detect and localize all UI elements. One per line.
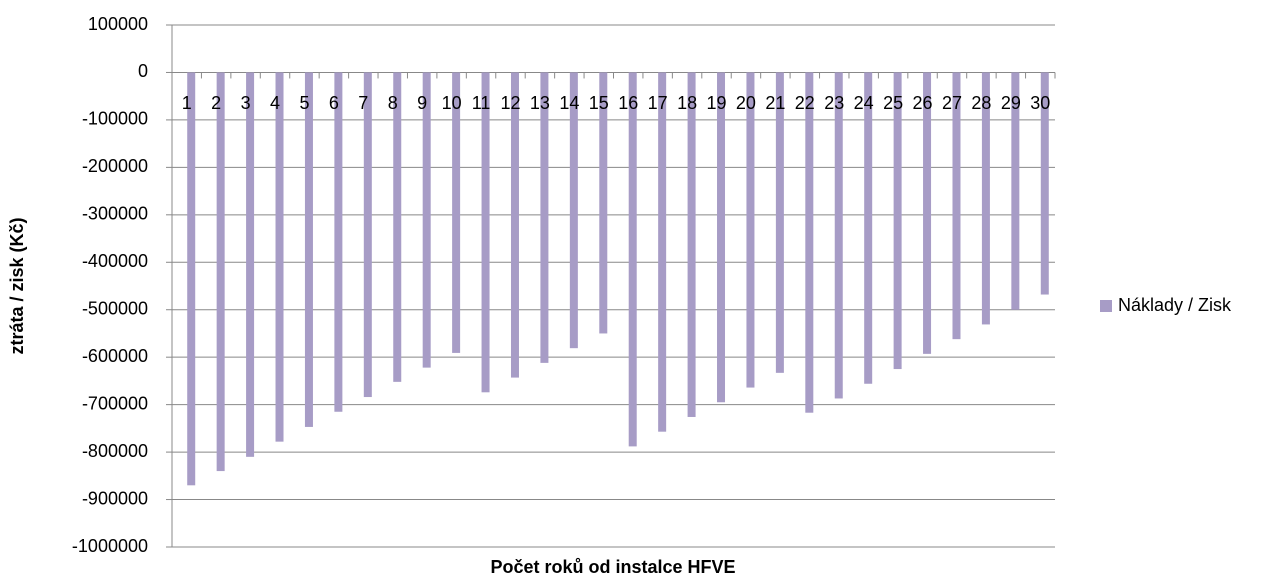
y-tick-label: 100000 — [88, 14, 148, 34]
bar — [393, 72, 402, 382]
bar — [334, 72, 343, 412]
x-tick-label: 26 — [913, 93, 933, 113]
bar — [952, 72, 961, 340]
x-tick-label: 14 — [559, 93, 579, 113]
y-tick-label: -1000000 — [72, 536, 148, 556]
bar — [687, 72, 696, 417]
bar — [775, 72, 784, 373]
y-axis-label: ztráta / zisk (Kč) — [7, 217, 27, 354]
y-tick-label: -800000 — [82, 441, 148, 461]
bar — [717, 72, 726, 403]
bar — [923, 72, 932, 354]
bar — [834, 72, 843, 399]
x-tick-label: 10 — [442, 93, 462, 113]
x-tick-label: 12 — [500, 93, 520, 113]
y-tick-label: -700000 — [82, 393, 148, 413]
bar — [510, 72, 519, 378]
x-tick-label: 24 — [854, 93, 874, 113]
bar — [569, 72, 578, 349]
bar — [246, 72, 255, 457]
bar — [422, 72, 431, 368]
y-tick-label: -600000 — [82, 346, 148, 366]
y-tick-label: -200000 — [82, 156, 148, 176]
bar — [481, 72, 490, 393]
bar — [275, 72, 284, 442]
x-tick-label: 15 — [589, 93, 609, 113]
x-tick-label: 22 — [795, 93, 815, 113]
bar — [363, 72, 372, 398]
legend-label: Náklady / Zisk — [1118, 295, 1232, 315]
y-tick-label: -300000 — [82, 204, 148, 224]
x-tick-label: 30 — [1030, 93, 1050, 113]
x-tick-label: 25 — [883, 93, 903, 113]
y-tick-label: -100000 — [82, 109, 148, 129]
bar — [981, 72, 990, 325]
x-tick-label: 7 — [358, 93, 368, 113]
x-tick-label: 4 — [270, 93, 280, 113]
x-tick-label: 8 — [388, 93, 398, 113]
x-tick-label: 5 — [299, 93, 309, 113]
x-axis-label: Počet roků od instalce HFVE — [490, 557, 735, 577]
y-tick-label: -900000 — [82, 488, 148, 508]
x-tick-label: 9 — [417, 93, 427, 113]
bar — [805, 72, 814, 413]
x-tick-label: 11 — [472, 93, 491, 113]
x-tick-label: 23 — [824, 93, 844, 113]
x-tick-label: 16 — [618, 93, 638, 113]
y-tick-label: 0 — [138, 61, 148, 81]
bar — [628, 72, 637, 447]
x-tick-label: 13 — [530, 93, 550, 113]
x-tick-label: 27 — [942, 93, 962, 113]
x-tick-label: 21 — [765, 93, 785, 113]
bar — [864, 72, 873, 384]
legend-swatch — [1100, 300, 1112, 312]
bar — [216, 72, 225, 472]
x-tick-label: 3 — [241, 93, 251, 113]
bar — [1011, 72, 1020, 310]
y-tick-label: -500000 — [82, 298, 148, 318]
bar — [893, 72, 902, 370]
bar — [746, 72, 755, 388]
bar — [658, 72, 667, 432]
x-tick-label: 18 — [677, 93, 697, 113]
x-tick-label: 6 — [329, 93, 339, 113]
y-tick-label: -400000 — [82, 251, 148, 271]
x-tick-label: 2 — [211, 93, 221, 113]
x-tick-label: 1 — [182, 93, 192, 113]
bar — [540, 72, 549, 363]
x-tick-label: 19 — [707, 93, 727, 113]
x-tick-label: 29 — [1001, 93, 1021, 113]
bar — [599, 72, 608, 334]
bar — [187, 72, 196, 486]
x-tick-label: 20 — [736, 93, 756, 113]
bar — [304, 72, 313, 427]
x-tick-label: 28 — [971, 93, 991, 113]
bar — [1040, 72, 1049, 295]
x-tick-label: 17 — [648, 93, 668, 113]
bar — [452, 72, 461, 353]
